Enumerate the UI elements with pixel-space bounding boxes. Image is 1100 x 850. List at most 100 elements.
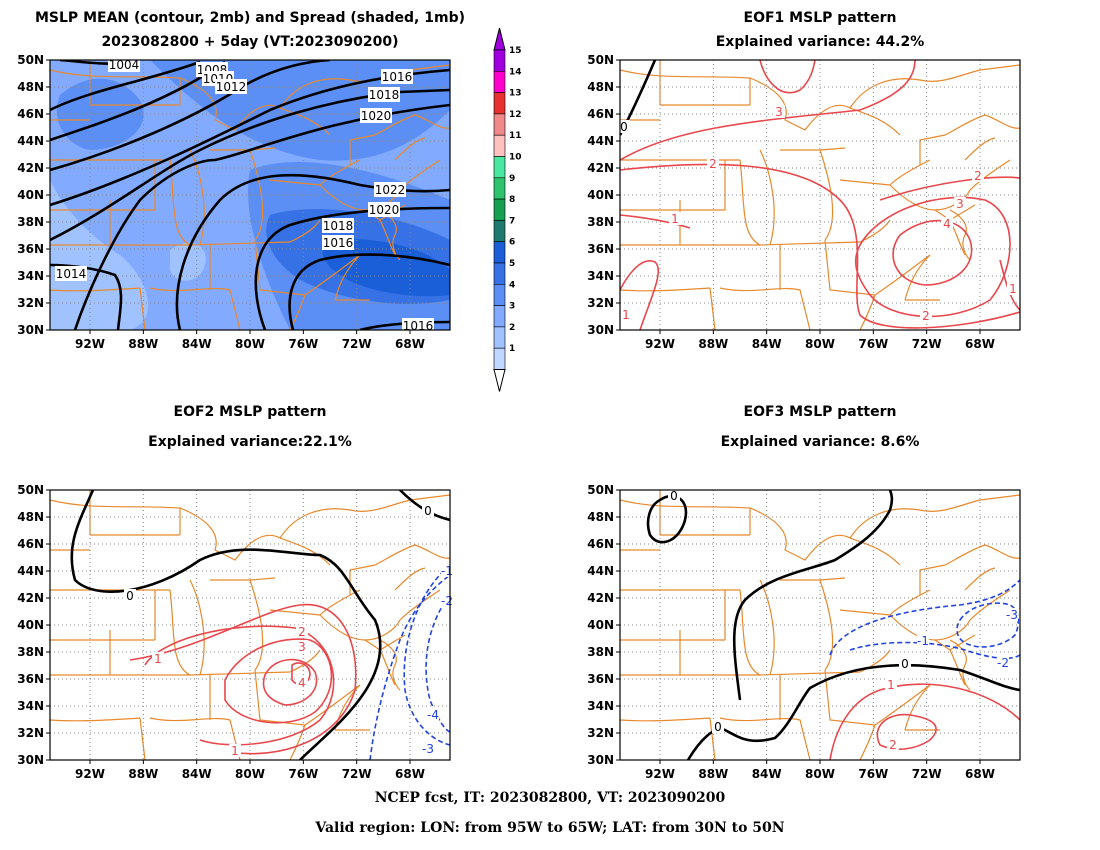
colorbar-swatch [493,71,506,93]
eof-contour-label: 1 [231,744,239,758]
eof3-border-2 [659,490,751,536]
eof2-variance-label: Explained variance:22.1% [148,434,352,450]
eof-label-bg [620,308,632,321]
isobar-label-bg [381,69,413,84]
eof3-border-15 [944,544,1020,566]
eof3-border-8 [719,675,811,760]
isobar-label-bg [108,57,140,72]
colorbar-label: 9 [509,174,515,184]
mean-lat-label: 46N [17,107,44,121]
colorbar-swatch [493,156,506,179]
eof1-border-9 [824,239,931,296]
eof2-lon-label: 92W [75,767,105,781]
mean-land-borders [50,60,450,330]
eof-label-bg [296,640,308,653]
eof2-lat-labels: 50N 48N 46N 44N 42N 40N 38N 36N 34N 32N 30N [17,483,50,767]
eof2-border-0 [50,499,331,566]
eof2-grid [50,490,450,760]
eof3-border-17 [620,549,681,675]
eof3-border-11 [889,614,971,641]
eof1-lat-label: 42N [587,161,614,175]
eof-contour-label: 1 [887,678,895,692]
mean-lat-label: 50N [17,53,44,67]
eof3-land-borders [620,490,1020,760]
eof3-lat-label: 50N [587,483,614,497]
colorbar-swatch [493,220,506,242]
colorbar-swatch [493,113,506,136]
eof1-border-2 [659,60,751,106]
eof2-border-8 [149,675,241,760]
mean-border-7 [50,287,146,330]
footer-forecast-info: NCEP fcst, IT: 2023082800, VT: 202309020… [374,790,726,806]
isobar-label: 1016 [323,236,354,250]
mean-lon-label: 80W [235,337,265,351]
eof3-border-1 [849,494,1020,539]
eof-contour-label: 0 [714,720,722,734]
eof-label-bg [296,676,308,689]
eof3-panel-title: EOF3 MSLP pattern [743,404,897,420]
colorbar-label: 6 [509,238,515,248]
mean-border-9 [254,239,361,296]
eof2-lon-label: 72W [342,767,372,781]
eof2-panel-title: EOF2 MSLP pattern [173,404,327,420]
eof-label-bg [427,708,439,721]
eof3-lat-label: 38N [587,645,614,659]
isobar-label: 1018 [369,88,400,102]
eof-contour-label: 1 [154,652,162,666]
eof-contour-label: 3 [298,640,306,654]
eof3-border-16 [964,567,1011,621]
eof2-panel: 0 0 1 23 4 1 -1 -2 -4 -3 50N 48N 46N 44N 42N 40N 38N 36N… [17,483,453,781]
eof2-lon-label: 88W [128,767,158,781]
isobar-label-bg [322,218,354,233]
eof2-land-borders [50,490,450,760]
eof-label-bg [296,625,308,638]
eof3-variance-label: Explained variance: 8.6% [720,434,920,450]
colorbar-swatch [493,49,506,72]
eof2-border-4 [50,589,191,676]
mean-border-5 [189,149,264,246]
eof-contour-label: -4 [427,708,439,722]
eof1-lat-label: 32N [587,296,614,310]
eof1-lon-label: 76W [858,337,888,351]
eof1-border-14 [819,147,940,301]
colorbar-top-arrow [493,27,506,51]
isobar-label: 1020 [361,109,392,123]
eof2-lat-label: 30N [17,753,44,767]
eof-label-bg [152,652,164,665]
mean-lon-label: 72W [342,337,372,351]
eof1-border-5 [759,149,834,246]
mean-panel-title-line1: MSLP MEAN (contour, 2mb) and Spread (sha… [35,10,465,26]
eof3-lat-labels: 50N 48N 46N 44N 42N 40N 38N 36N 34N 32N 30N [587,483,620,767]
colorbar-label: 1 [509,344,515,354]
isobar-label: 1014 [56,267,87,281]
eof3-border-10 [839,564,946,616]
eof-contour-label: 4 [298,676,306,690]
eof1-border-7 [620,287,716,330]
eof2-border-18 [379,639,401,691]
mean-grid [50,60,450,330]
colorbar-label: 3 [509,302,515,312]
eof-label-bg [997,656,1009,669]
mean-lat-labels: 50N 48N 46N 44N 42N 40N 38N 36N 34N 32N 30N [17,53,50,337]
colorbar-label: 4 [509,280,515,290]
eof1-border-10 [839,134,946,186]
eof1-lat-label: 46N [587,107,614,121]
eof1-lat-label: 44N [587,134,614,148]
eof2-lat-label: 38N [17,645,44,659]
eof3-border-14 [819,577,940,731]
isobar-label-bg [368,87,400,102]
eof2-border-16 [394,567,441,621]
eof3-border-0 [620,499,901,566]
colorbar-label: 14 [509,67,522,77]
eof3-lat-label: 36N [587,672,614,686]
spread-colorbar: 15 14 13 12 11 10 9 8 7 6 5 4 3 2 1 [493,27,522,392]
eof1-border-1 [849,64,1020,109]
eof-label-bg [229,744,241,757]
isobar-label: 1022 [375,183,406,197]
eof1-border-0 [620,69,901,136]
eof-contour-label: 2 [709,157,717,171]
